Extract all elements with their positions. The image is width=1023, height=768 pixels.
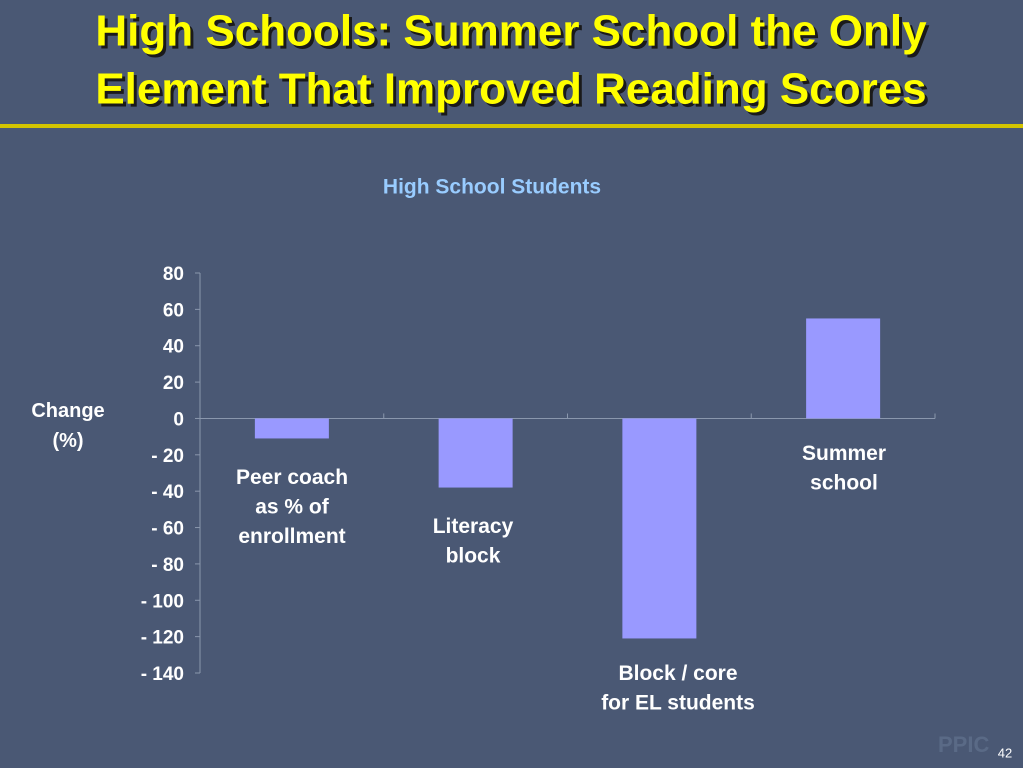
y-tick-label: - 60 (151, 519, 184, 540)
category-label: Peer coach as % of enrollment (236, 466, 348, 548)
title-line: Element That Improved Reading Scores (95, 65, 926, 114)
category-label: Summer school (802, 442, 886, 495)
bar (806, 318, 881, 419)
y-tick-label: - 120 (141, 628, 184, 649)
logo: PPIC (938, 732, 989, 757)
category-label: Block / core for EL students (601, 662, 755, 715)
category-label: Literacy block (433, 515, 514, 568)
title-shadow: Element That Improved Reading Scores (98, 68, 929, 117)
y-tick-label: 40 (163, 337, 184, 358)
title-rule (0, 124, 1023, 128)
y-tick-label: - 40 (151, 482, 184, 503)
y-tick-label: 60 (163, 300, 184, 321)
y-tick-label: - 80 (151, 555, 184, 576)
y-axis-title-line: (%) (52, 430, 83, 452)
y-tick-label: - 20 (151, 446, 184, 467)
y-tick-label: - 100 (141, 591, 184, 612)
chart-title: High School Students (383, 176, 601, 199)
slide-title: High Schools: Summer School the Only Ele… (95, 7, 930, 117)
y-axis-title: Change (%) (31, 400, 104, 452)
page-number: 42 (998, 745, 1012, 760)
y-tick-label: 20 (163, 373, 184, 394)
title-shadow: High Schools: Summer School the Only (98, 10, 930, 59)
bar (622, 418, 697, 639)
y-axis-title-line: Change (31, 400, 104, 422)
bar (254, 418, 329, 439)
y-tick-label: - 140 (141, 664, 184, 685)
y-tick-label: 0 (173, 409, 184, 430)
bar (438, 418, 513, 488)
y-tick-label: 80 (163, 264, 184, 285)
title-line: High Schools: Summer School the Only (95, 7, 927, 56)
